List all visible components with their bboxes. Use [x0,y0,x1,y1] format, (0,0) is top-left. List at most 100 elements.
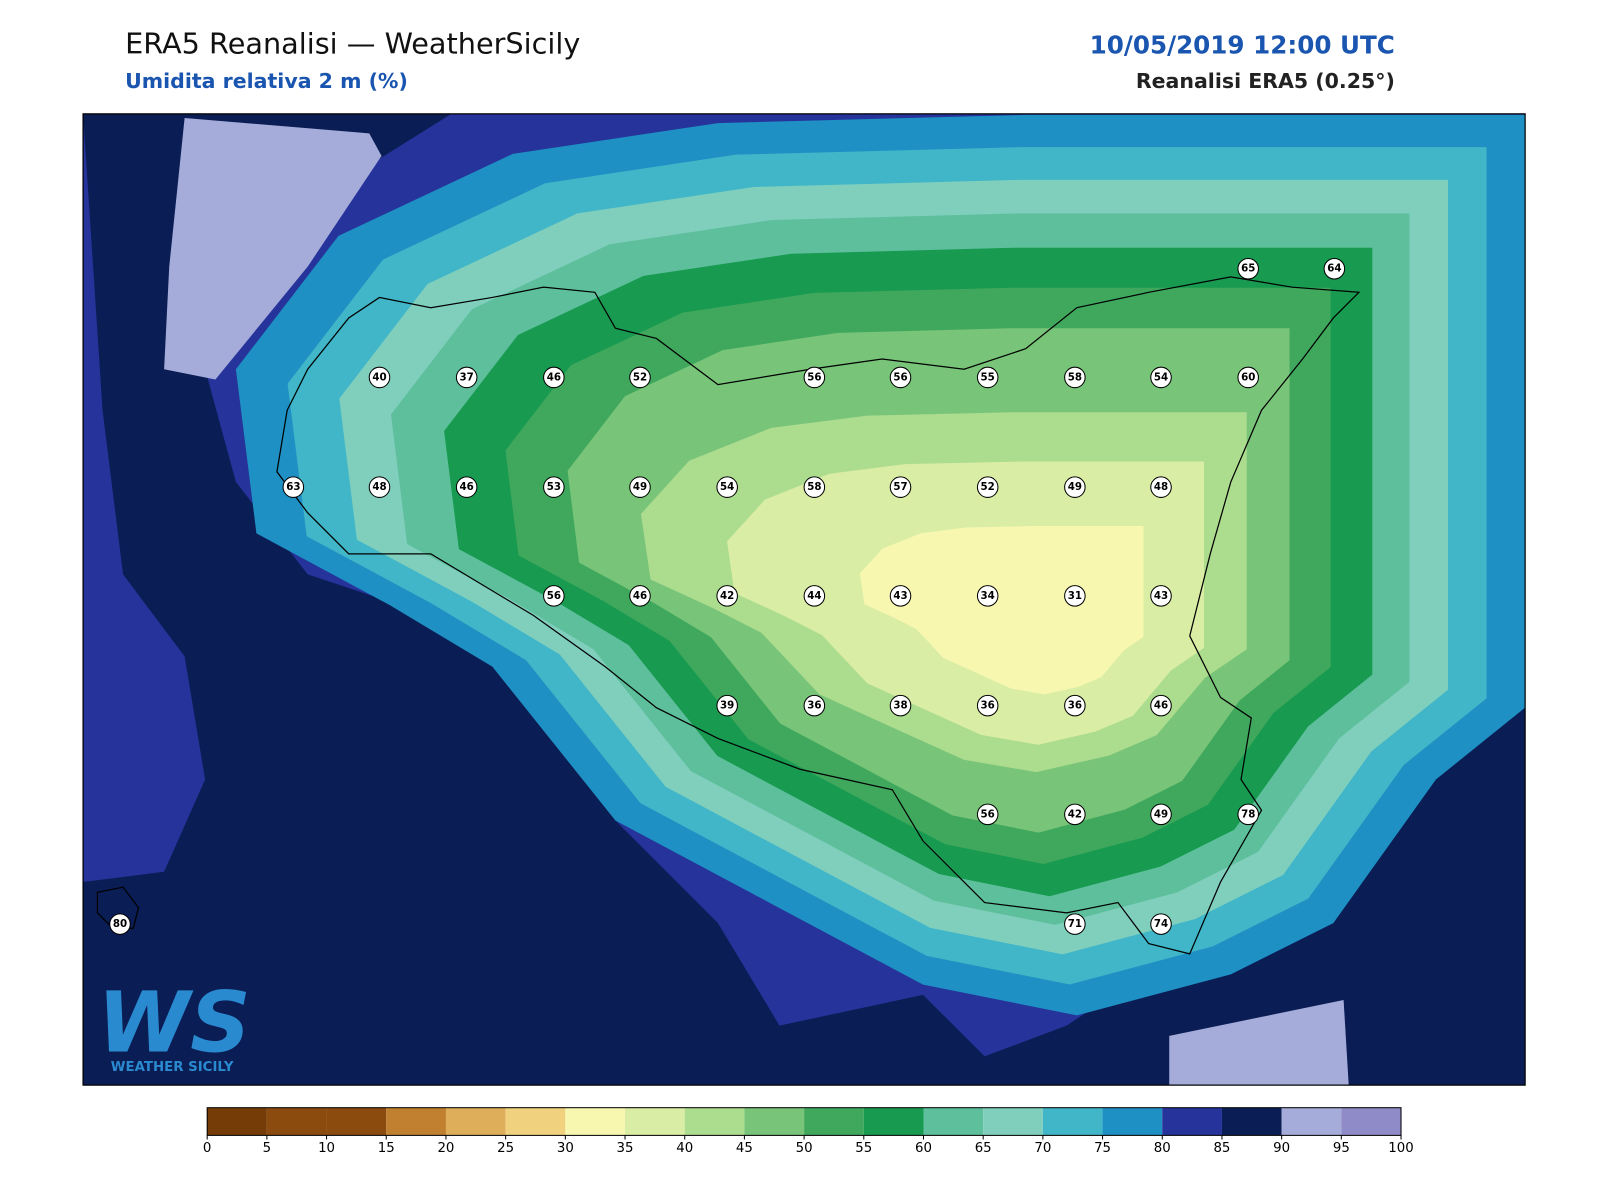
colorbar-segment [1162,1107,1222,1136]
colorbar-segment [266,1107,327,1136]
island [96,886,140,929]
station-value: 54 [720,481,734,493]
station-marker [1150,803,1172,826]
colorbar-tick-label: 35 [617,1141,634,1156]
station-value: 53 [547,481,561,493]
field-level [859,525,1144,695]
station-marker [629,366,651,389]
station-marker [543,585,565,607]
station-value: 52 [633,371,647,383]
station-marker [889,366,912,389]
station-marker [1237,803,1259,826]
station-marker [109,913,131,935]
colorbar-tick-label: 70 [1034,1141,1051,1156]
colorbar-tick-label: 65 [975,1141,992,1156]
station-value: 80 [113,918,127,930]
station-value: 48 [372,481,386,493]
colorbar-tick-label: 30 [557,1141,574,1156]
station-value: 49 [633,481,647,493]
colorbar-segment [386,1107,446,1136]
colorbar-segment [565,1107,626,1136]
station-marker [803,694,826,717]
colorbar-tick-label: 80 [1154,1141,1171,1156]
colorbar-segment [445,1107,506,1136]
station-marker [1237,257,1259,280]
colorbar-segment [1042,1107,1103,1136]
station-value: 36 [1068,700,1082,712]
station-marker [976,476,999,498]
station-value: 43 [1154,590,1168,602]
station-value: 43 [893,590,907,602]
station-marker [1237,366,1259,389]
logo-text: WEATHER SICILY [111,1060,234,1075]
station-marker [1064,694,1086,717]
station-value: 78 [1241,808,1255,820]
station-value: 56 [547,590,561,602]
field-light [164,117,382,380]
station-value: 56 [807,371,821,383]
colorbar-segment [326,1107,387,1136]
colorbar-tick-label: 50 [796,1141,813,1156]
station-marker [803,366,826,389]
station-marker [1150,694,1172,717]
station-value: 38 [893,700,907,712]
station-value: 36 [981,700,995,712]
station-marker [889,694,912,717]
station-value: 60 [1241,371,1255,383]
station-value: 48 [1154,481,1168,493]
station-value: 31 [1068,590,1082,602]
station-value: 40 [372,371,386,383]
colorbar: 0 5 10 15 20 25 30 35 40 45 50 55 60 65 70 75 80 85 90 95 10… [203,1107,1414,1156]
logo-mark: WS [97,973,250,1071]
station-marker [716,694,738,717]
colorbar-segment [684,1107,745,1136]
map: 65 64 40 37 46 52 56 56 55 58 54 60 63 48 46 53 49 54 58 57… [83,113,1526,1086]
station-value: 55 [981,371,995,383]
station-value: 54 [1154,371,1168,383]
station-value: 64 [1327,263,1341,275]
station-value: 34 [981,590,995,602]
subtitle: Umidita relativa 2 m (%) [125,69,408,93]
colorbar-segment [1102,1107,1163,1136]
colorbar-segment [983,1107,1043,1136]
station-marker [1150,366,1172,389]
colorbar-tick-label: 55 [855,1141,872,1156]
station-value: 49 [1068,481,1082,493]
station-marker [716,476,738,498]
station-marker [976,694,999,717]
colorbar-tick-label: 10 [318,1141,335,1156]
station-value: 49 [1154,808,1168,820]
station-marker [803,476,826,498]
station-marker [1064,366,1086,389]
station-value: 58 [1068,371,1082,383]
colorbar-tick-label: 45 [736,1141,753,1156]
station-marker [629,476,651,498]
station-marker [1064,585,1086,607]
colorbar-segment [863,1107,924,1136]
station-value: 65 [1241,263,1255,275]
station-value: 46 [633,590,647,602]
colorbar-segment [923,1107,984,1136]
station-value: 58 [807,481,821,493]
station-marker [368,366,391,389]
colorbar-segment [1221,1107,1282,1136]
colorbar-segment [625,1107,685,1136]
colorbar-segment [804,1107,864,1136]
colorbar-segment [505,1107,566,1136]
station-value: 71 [1068,918,1082,930]
station-value: 46 [547,371,561,383]
colorbar-tick-label: 15 [378,1141,395,1156]
station-value: 46 [1154,700,1168,712]
station-marker [1064,803,1086,826]
colorbar-tick-label: 95 [1333,1141,1350,1156]
station-value: 74 [1154,918,1168,930]
station-marker [976,803,999,826]
station-value: 56 [893,371,907,383]
colorbar-tick-label: 40 [676,1141,693,1156]
colorbar-segment [1341,1107,1402,1136]
station-marker [368,476,391,498]
field-dark [83,113,1526,1086]
station-value: 36 [807,700,821,712]
station-marker [889,585,912,607]
station-value: 39 [720,700,734,712]
